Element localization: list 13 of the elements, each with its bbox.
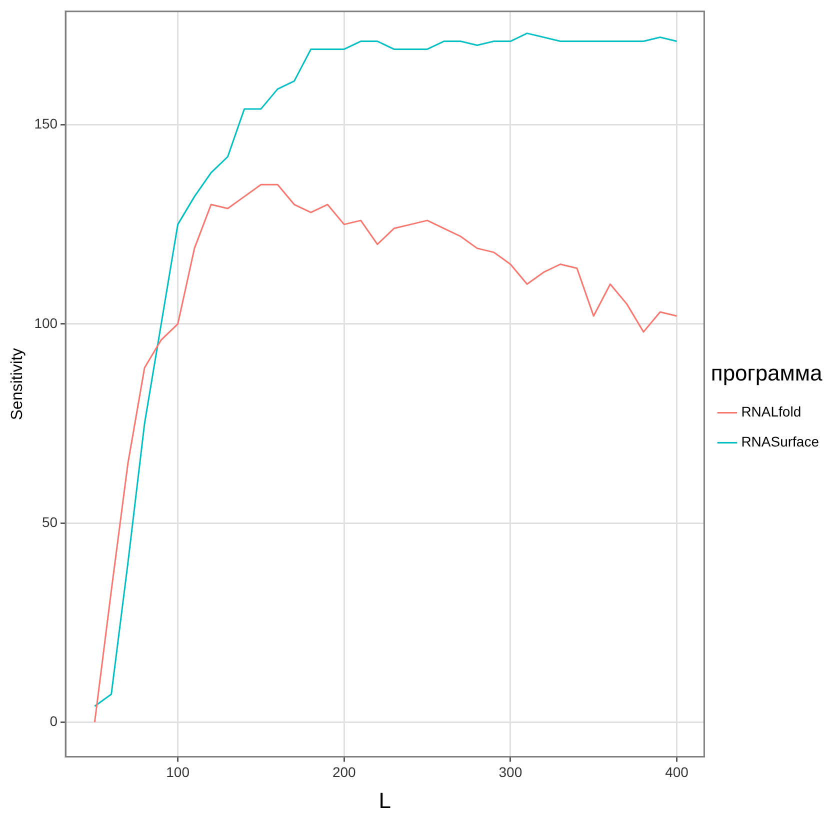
x-tick-label: 400 xyxy=(665,764,689,780)
legend-label: RNASurface xyxy=(741,434,820,450)
x-axis-title: L xyxy=(378,788,391,813)
y-tick-label: 0 xyxy=(50,713,58,730)
y-tick-label: 150 xyxy=(34,116,58,132)
y-axis-title: Sensitivity xyxy=(9,348,26,420)
legend-label: RNALfold xyxy=(741,404,802,420)
y-tick-label: 100 xyxy=(34,314,58,331)
x-tick-label: 300 xyxy=(498,764,522,780)
x-tick-label: 100 xyxy=(166,764,190,780)
y-tick-label: 50 xyxy=(42,514,58,530)
x-tick-label: 200 xyxy=(332,764,356,780)
legend-title: программа xyxy=(710,360,824,386)
